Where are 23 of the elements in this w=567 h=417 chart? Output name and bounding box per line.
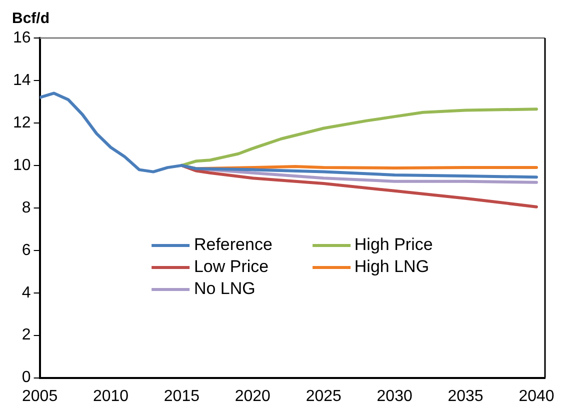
x-tick-label: 2040	[518, 388, 554, 405]
x-tick-label: 2005	[22, 388, 58, 405]
y-tick-label: 10	[13, 156, 31, 174]
y-tick-label: 8	[22, 199, 31, 216]
x-tick-label: 2030	[376, 388, 412, 405]
y-tick-label: 2	[22, 326, 31, 344]
x-tick-label: 2035	[448, 388, 484, 405]
legend-label: No LNG	[194, 279, 256, 300]
legend-label: Reference	[194, 235, 272, 256]
legend-label: Low Price	[194, 257, 269, 278]
legend-label: High Price	[354, 235, 433, 256]
y-tick-label: 16	[13, 29, 31, 46]
y-tick-label: 4	[22, 284, 31, 302]
y-tick-label: 12	[13, 114, 31, 132]
y-tick-label: 6	[22, 242, 31, 259]
x-tick-label: 2015	[164, 388, 200, 405]
x-tick-label: 2010	[92, 388, 129, 405]
legend-label: High LNG	[354, 257, 430, 278]
x-tick-label: 2020	[234, 388, 271, 405]
y-tick-label: 14	[13, 72, 31, 89]
y-tick-label: 0	[22, 369, 31, 386]
x-tick-label: 2025	[306, 388, 342, 405]
y-axis-title: Bcf/d	[12, 10, 50, 27]
